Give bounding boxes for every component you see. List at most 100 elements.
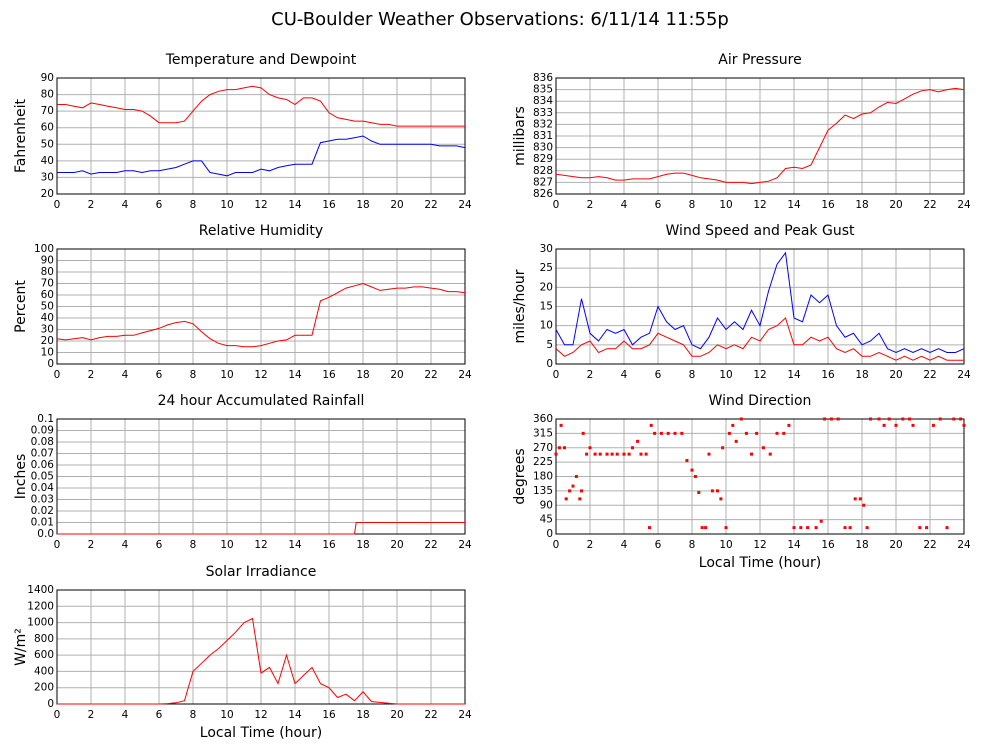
data-point [823, 417, 827, 421]
data-point [775, 431, 779, 435]
chart-title: Solar Irradiance [206, 564, 317, 580]
y-tick-label: 600 [34, 649, 54, 661]
data-point [901, 417, 905, 421]
x-tick-label: 4 [621, 369, 628, 381]
x-tick-label: 24 [458, 199, 472, 211]
data-point [739, 417, 743, 421]
data-point [727, 431, 731, 435]
data-point [799, 526, 803, 530]
x-tick-label: 18 [855, 199, 868, 211]
data-point [755, 431, 759, 435]
x-tick-label: 24 [957, 539, 971, 551]
y-tick-label: 0.04 [31, 482, 55, 494]
x-tick-label: 24 [458, 539, 472, 551]
y-axis-label: Percent [13, 280, 29, 333]
data-point [829, 417, 833, 421]
x-tick-label: 18 [356, 539, 369, 551]
data-point [952, 417, 956, 421]
data-point [877, 417, 881, 421]
x-tick-label: 12 [254, 199, 267, 211]
x-tick-label: 0 [553, 539, 560, 551]
y-tick-label: 1200 [27, 600, 54, 612]
x-tick-label: 10 [220, 369, 233, 381]
x-tick-label: 18 [356, 709, 369, 721]
plot-frame [56, 77, 466, 195]
data-point [700, 526, 704, 530]
data-point [734, 439, 738, 443]
x-tick-label: 24 [458, 369, 472, 381]
x-tick-label: 22 [424, 199, 437, 211]
x-tick-label: 20 [390, 539, 403, 551]
chart-panel: Air Pressure8268278288298308318328338348… [512, 52, 971, 211]
y-tick-label: 0.0 [37, 528, 54, 540]
data-point [644, 452, 648, 456]
x-tick-label: 20 [889, 199, 902, 211]
y-tick-label: 90 [41, 255, 54, 267]
y-tick-label: 0.03 [31, 494, 54, 506]
y-axis-label: Fahrenheit [13, 98, 29, 173]
x-tick-label: 2 [88, 539, 95, 551]
y-tick-label: 830 [533, 142, 553, 154]
data-point [588, 446, 592, 450]
chart-title: Relative Humidity [199, 223, 323, 239]
y-tick-label: 80 [41, 266, 54, 278]
x-tick-label: 6 [156, 709, 163, 721]
x-tick-label: 4 [122, 709, 129, 721]
data-point [615, 452, 619, 456]
data-point [911, 423, 915, 427]
x-tick-label: 18 [855, 369, 868, 381]
y-tick-label: 1400 [27, 584, 54, 596]
data-point [639, 452, 643, 456]
x-tick-label: 22 [923, 539, 936, 551]
x-tick-label: 8 [689, 199, 696, 211]
data-point [574, 475, 578, 478]
data-point [710, 489, 714, 493]
x-tick-label: 6 [156, 199, 163, 211]
x-tick-label: 14 [288, 369, 302, 381]
x-tick-label: 20 [889, 539, 902, 551]
y-tick-label: 0.1 [37, 413, 54, 425]
data-point [559, 423, 563, 427]
x-tick-label: 16 [322, 199, 336, 211]
y-tick-label: 15 [540, 301, 553, 313]
x-tick-label: 4 [621, 539, 628, 551]
x-tick-label: 16 [821, 369, 835, 381]
data-point [882, 423, 886, 427]
data-point [945, 526, 949, 530]
data-point [848, 526, 852, 530]
data-point [622, 452, 626, 456]
data-point [690, 468, 694, 472]
y-tick-label: 0.01 [31, 517, 54, 529]
data-point [744, 431, 748, 435]
y-tick-label: 0 [546, 528, 553, 540]
plot-frame [555, 418, 965, 535]
data-point [568, 489, 572, 493]
x-tick-label: 22 [923, 199, 936, 211]
x-tick-label: 12 [753, 199, 766, 211]
y-tick-label: 0 [546, 358, 553, 370]
x-tick-label: 24 [957, 369, 971, 381]
data-point [938, 417, 942, 421]
data-point [649, 423, 653, 427]
plot-frame [56, 589, 466, 705]
x-tick-label: 14 [787, 199, 801, 211]
x-tick-label: 12 [254, 709, 267, 721]
data-point [707, 452, 711, 456]
x-tick-label: 6 [156, 539, 163, 551]
data-line [555, 87, 965, 185]
data-point [557, 446, 561, 450]
y-tick-label: 50 [41, 301, 54, 313]
y-tick-label: 834 [533, 95, 553, 107]
x-tick-label: 4 [621, 199, 628, 211]
data-point [792, 526, 796, 530]
data-point [918, 526, 922, 530]
y-tick-label: 90 [41, 72, 54, 84]
data-point [685, 459, 689, 463]
y-tick-label: 826 [533, 188, 553, 200]
y-tick-label: 80 [41, 89, 54, 101]
data-point [836, 417, 840, 421]
y-axis-label: degrees [512, 448, 528, 504]
x-tick-label: 12 [254, 539, 267, 551]
x-tick-label: 14 [787, 369, 801, 381]
